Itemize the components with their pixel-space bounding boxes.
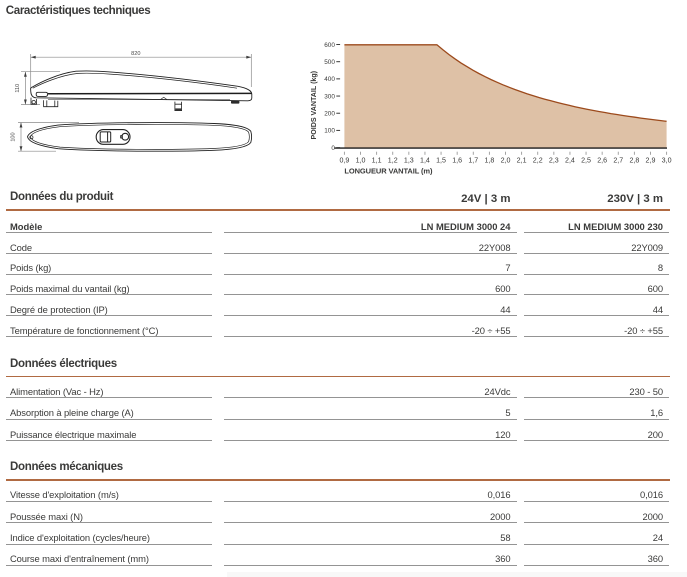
svg-text:1,2: 1,2 (388, 156, 398, 164)
svg-text:2,8: 2,8 (629, 156, 639, 164)
svg-text:1,3: 1,3 (404, 156, 414, 164)
svg-text:200: 200 (324, 111, 335, 118)
svg-text:2,5: 2,5 (581, 156, 591, 164)
svg-text:1,1: 1,1 (372, 156, 382, 164)
svg-text:110: 110 (15, 84, 21, 93)
svg-text:0: 0 (331, 145, 335, 152)
svg-text:100: 100 (324, 128, 335, 135)
svg-text:300: 300 (324, 93, 335, 100)
svg-text:2,1: 2,1 (517, 156, 527, 164)
svg-text:2,2: 2,2 (533, 156, 543, 164)
svg-text:2,0: 2,0 (501, 156, 511, 164)
svg-text:POIDS VANTAIL (kg): POIDS VANTAIL (kg) (310, 70, 318, 139)
svg-text:LONGUEUR VANTAIL (m): LONGUEUR VANTAIL (m) (344, 166, 433, 175)
svg-text:2,4: 2,4 (565, 156, 575, 164)
svg-text:820: 820 (131, 51, 140, 57)
svg-text:100: 100 (11, 132, 17, 141)
svg-text:0,9: 0,9 (339, 156, 349, 164)
svg-text:400: 400 (324, 76, 335, 83)
svg-text:500: 500 (324, 59, 335, 66)
svg-text:1,5: 1,5 (436, 156, 446, 164)
svg-text:2,9: 2,9 (646, 156, 656, 164)
svg-text:3,0: 3,0 (662, 156, 672, 164)
svg-text:2,6: 2,6 (597, 156, 607, 164)
svg-text:1,0: 1,0 (356, 156, 366, 164)
svg-text:2,7: 2,7 (613, 156, 623, 164)
svg-text:1,4: 1,4 (420, 156, 430, 164)
svg-text:2,3: 2,3 (549, 156, 559, 164)
svg-text:1,7: 1,7 (468, 156, 478, 164)
svg-text:1,8: 1,8 (484, 156, 494, 164)
svg-text:1,6: 1,6 (452, 156, 462, 164)
svg-text:600: 600 (324, 42, 335, 49)
